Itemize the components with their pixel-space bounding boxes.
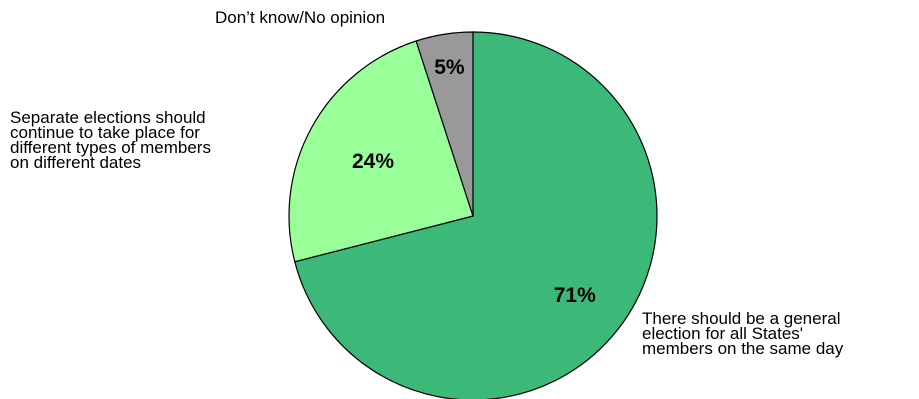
value-label-5: 5%: [434, 56, 465, 79]
category-label-dont-know: Don’t know/No opinion: [215, 8, 386, 27]
pie-slice-separate-elections: [288, 40, 474, 263]
category-label-separate-elections: Separate elections should continue to ta…: [10, 108, 211, 172]
category-label-general-election: There should be a general election for a…: [642, 309, 844, 358]
pie-slice-general-election: [294, 31, 658, 399]
value-label-24: 24%: [352, 150, 394, 173]
value-label-71: 71%: [554, 284, 596, 307]
pie-slice-dont-know: [415, 31, 474, 217]
